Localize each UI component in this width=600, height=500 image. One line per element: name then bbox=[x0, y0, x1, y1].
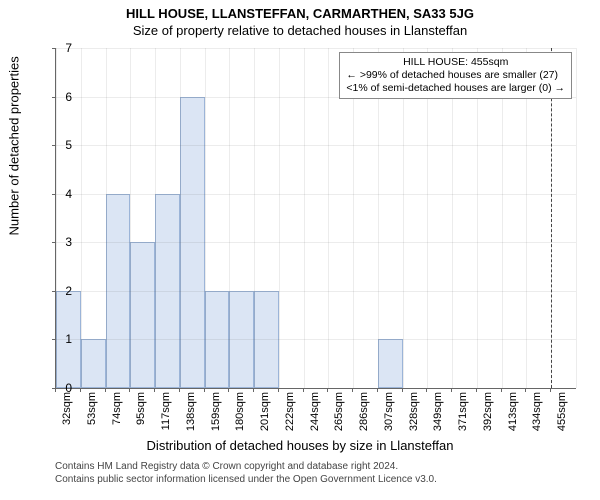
x-axis-label: Distribution of detached houses by size … bbox=[0, 438, 600, 453]
x-tick-label: 180sqm bbox=[234, 392, 246, 436]
x-tick-label: 265sqm bbox=[333, 392, 345, 436]
x-tick-mark bbox=[253, 388, 254, 392]
x-tick-label: 371sqm bbox=[457, 392, 469, 436]
gridline-h bbox=[56, 48, 576, 49]
annotation-title: HILL HOUSE: 455sqm bbox=[346, 56, 565, 69]
x-tick-mark bbox=[154, 388, 155, 392]
gridline-v bbox=[205, 48, 206, 388]
x-tick-mark bbox=[426, 388, 427, 392]
x-tick-mark bbox=[278, 388, 279, 392]
x-tick-mark bbox=[327, 388, 328, 392]
x-tick-label: 455sqm bbox=[556, 392, 568, 436]
gridline-v bbox=[254, 48, 255, 388]
x-tick-label: 286sqm bbox=[358, 392, 370, 436]
x-tick-mark bbox=[476, 388, 477, 392]
x-tick-label: 32sqm bbox=[61, 392, 73, 436]
gridline-v bbox=[576, 48, 577, 388]
y-tick-label: 1 bbox=[52, 332, 72, 346]
chart-title-sub: Size of property relative to detached ho… bbox=[0, 21, 600, 38]
x-tick-mark bbox=[303, 388, 304, 392]
gridline-h bbox=[56, 291, 576, 292]
footer-line1: Contains HM Land Registry data © Crown c… bbox=[55, 460, 437, 473]
gridline-v bbox=[81, 48, 82, 388]
x-tick-mark bbox=[204, 388, 205, 392]
histogram-bar bbox=[81, 339, 106, 388]
gridline-v bbox=[304, 48, 305, 388]
x-tick-label: 244sqm bbox=[309, 392, 321, 436]
x-tick-mark bbox=[179, 388, 180, 392]
x-tick-label: 307sqm bbox=[383, 392, 395, 436]
x-tick-label: 413sqm bbox=[507, 392, 519, 436]
x-tick-label: 159sqm bbox=[210, 392, 222, 436]
histogram-bar bbox=[378, 339, 403, 388]
gridline-v bbox=[106, 48, 107, 388]
plot-area: HILL HOUSE: 455sqm ← >99% of detached ho… bbox=[55, 48, 576, 389]
histogram-bar bbox=[130, 242, 155, 388]
gridline-h bbox=[56, 194, 576, 195]
x-tick-mark bbox=[525, 388, 526, 392]
annotation-box: HILL HOUSE: 455sqm ← >99% of detached ho… bbox=[339, 52, 572, 99]
gridline-v bbox=[279, 48, 280, 388]
x-tick-label: 434sqm bbox=[531, 392, 543, 436]
gridline-v bbox=[180, 48, 181, 388]
annotation-line1: ← >99% of detached houses are smaller (2… bbox=[346, 69, 565, 82]
x-tick-mark bbox=[228, 388, 229, 392]
gridline-v bbox=[130, 48, 131, 388]
x-tick-mark bbox=[80, 388, 81, 392]
y-tick-label: 7 bbox=[52, 41, 72, 55]
footer-line2: Contains public sector information licen… bbox=[55, 473, 437, 486]
x-tick-mark bbox=[501, 388, 502, 392]
x-tick-label: 138sqm bbox=[185, 392, 197, 436]
x-tick-mark bbox=[377, 388, 378, 392]
gridline-v bbox=[229, 48, 230, 388]
gridline-h bbox=[56, 242, 576, 243]
x-tick-label: 117sqm bbox=[160, 392, 172, 436]
gridline-h bbox=[56, 339, 576, 340]
x-tick-label: 53sqm bbox=[86, 392, 98, 436]
y-tick-label: 6 bbox=[52, 90, 72, 104]
annotation-line2: <1% of semi-detached houses are larger (… bbox=[346, 82, 565, 95]
x-tick-label: 74sqm bbox=[111, 392, 123, 436]
x-tick-label: 95sqm bbox=[135, 392, 147, 436]
x-tick-mark bbox=[129, 388, 130, 392]
footer-attribution: Contains HM Land Registry data © Crown c… bbox=[55, 460, 437, 486]
y-tick-label: 5 bbox=[52, 138, 72, 152]
x-tick-mark bbox=[550, 388, 551, 392]
x-tick-mark bbox=[105, 388, 106, 392]
gridline-h bbox=[56, 145, 576, 146]
gridline-v bbox=[155, 48, 156, 388]
y-tick-label: 2 bbox=[52, 284, 72, 298]
x-tick-mark bbox=[451, 388, 452, 392]
x-tick-label: 201sqm bbox=[259, 392, 271, 436]
x-tick-label: 392sqm bbox=[482, 392, 494, 436]
x-tick-mark bbox=[352, 388, 353, 392]
chart-container: { "title_main": "HILL HOUSE, LLANSTEFFAN… bbox=[0, 0, 600, 500]
x-tick-label: 349sqm bbox=[432, 392, 444, 436]
gridline-v bbox=[328, 48, 329, 388]
x-tick-label: 222sqm bbox=[284, 392, 296, 436]
y-tick-label: 4 bbox=[52, 187, 72, 201]
y-axis-label: Number of detached properties bbox=[7, 216, 22, 236]
x-tick-mark bbox=[402, 388, 403, 392]
x-tick-mark bbox=[55, 388, 56, 392]
y-tick-label: 3 bbox=[52, 235, 72, 249]
x-tick-label: 328sqm bbox=[408, 392, 420, 436]
chart-title-main: HILL HOUSE, LLANSTEFFAN, CARMARTHEN, SA3… bbox=[0, 0, 600, 21]
